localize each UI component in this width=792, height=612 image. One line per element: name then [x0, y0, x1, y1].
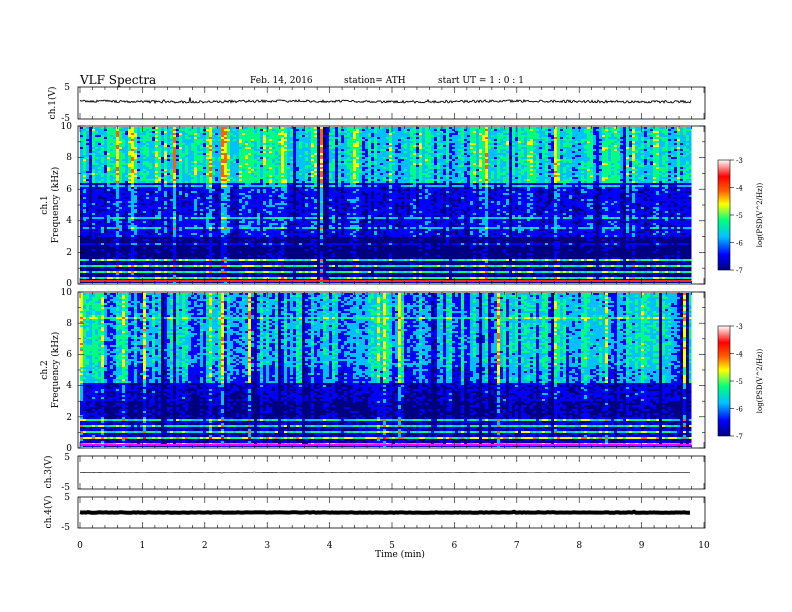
ch1-spec-ytick-2: 2 — [66, 248, 72, 258]
ch2-spec-ytick-4: 4 — [66, 381, 72, 391]
colorbar-tick-label: -4 — [736, 351, 743, 359]
ch4-ytick-top: 5 — [64, 493, 70, 503]
x-tick-label: 5 — [389, 541, 395, 551]
ch2-spec-ytick-2: 2 — [66, 413, 72, 423]
colorbar-tick-label: -7 — [736, 433, 743, 441]
ch3-ytick-top: 5 — [64, 453, 70, 463]
ch2-spec-ytick-10: 10 — [61, 288, 73, 298]
colorbar-tick-label: -5 — [736, 378, 743, 386]
x-tick-label: 6 — [452, 541, 458, 551]
x-tick-label: 2 — [202, 541, 208, 551]
x-tick-labels: 0 1 2 3 4 5 6 7 8 9 10 — [77, 541, 710, 551]
ch2-spec-ytick-8: 8 — [66, 319, 72, 329]
ch4-voltage-trace — [79, 509, 691, 515]
ch1-spec-ytick-4: 4 — [66, 216, 72, 226]
ch2-colorbar: -3 -4 -5 -6 -7 log(PSD(V^2/Hz)) — [717, 323, 764, 441]
ch2-colorbar-label: log(PSD(V^2/Hz)) — [756, 348, 764, 413]
x-tick-label: 7 — [514, 541, 520, 551]
ch1-ytick-bottom: -5 — [61, 114, 70, 124]
ch4-voltage-panel — [77, 496, 706, 529]
ch1-voltage-panel — [77, 86, 706, 120]
axis-ticks — [78, 87, 705, 528]
ch2-spec-ytick-0: 0 — [66, 444, 72, 454]
ch3-voltage-ylabel: ch.3(V) — [43, 456, 54, 489]
ch4-ytick-bottom: -5 — [61, 523, 70, 533]
ch1-voltage-trace — [79, 97, 692, 105]
ch2-spec-ytick-6: 6 — [66, 350, 72, 360]
x-axis-label: Time (min) — [375, 549, 425, 560]
header-start-time: start UT = 1 : 0 : 1 — [438, 76, 524, 86]
colorbar-tick-label: -4 — [736, 185, 743, 193]
ch3-voltage-trace — [80, 471, 691, 474]
ch1-ytick-top: 5 — [64, 83, 70, 93]
ch1-colorbar: -3 -4 -5 -6 -7 log(PSD(V^2/Hz)) — [717, 157, 764, 275]
ch4-voltage-ylabel: ch.4(V) — [43, 496, 54, 529]
colorbar-tick-label: -5 — [736, 212, 743, 220]
ch1-spec-ytick-10: 10 — [61, 122, 73, 132]
x-tick-label: 3 — [264, 541, 270, 551]
ch1-spec-ylabel-channel: ch.1 — [40, 195, 50, 214]
colorbar-tick-label: -6 — [736, 406, 743, 414]
ch1-spectrogram-panel — [77, 125, 706, 285]
ch3-ytick-bottom: -5 — [61, 483, 70, 493]
x-tick-label: 9 — [639, 541, 645, 551]
colorbar-tick-label: -3 — [736, 323, 743, 331]
header-station: station= ATH — [344, 76, 406, 86]
colorbar-tick-label: -7 — [736, 267, 743, 275]
x-tick-label: 8 — [576, 541, 582, 551]
ch1-colorbar-label: log(PSD(V^2/Hz)) — [756, 182, 764, 247]
ch1-spec-ylabel-frequency: Frequency (kHz) — [50, 167, 61, 244]
ch2-spectrogram-panel — [77, 291, 706, 449]
ch1-spec-ytick-0: 0 — [66, 279, 72, 289]
ch1-voltage-ylabel: ch.1(V) — [47, 87, 58, 120]
ch2-spec-ylabel-channel: ch.2 — [40, 360, 50, 379]
colorbar-tick-label: -6 — [736, 240, 743, 248]
ch1-spec-ytick-8: 8 — [66, 153, 72, 163]
x-tick-label: 10 — [698, 541, 710, 551]
colorbar-tick-label: -3 — [736, 157, 743, 165]
ch1-spec-ytick-6: 6 — [66, 185, 72, 195]
x-tick-label: 1 — [140, 541, 146, 551]
header-date: Feb. 14, 2016 — [250, 76, 313, 86]
ch3-voltage-panel — [77, 455, 706, 490]
figure-title: VLF Spectra — [79, 73, 156, 87]
x-tick-label: 0 — [77, 541, 83, 551]
x-tick-label: 4 — [327, 541, 333, 551]
ch2-spec-ylabel-frequency: Frequency (kHz) — [50, 332, 61, 409]
